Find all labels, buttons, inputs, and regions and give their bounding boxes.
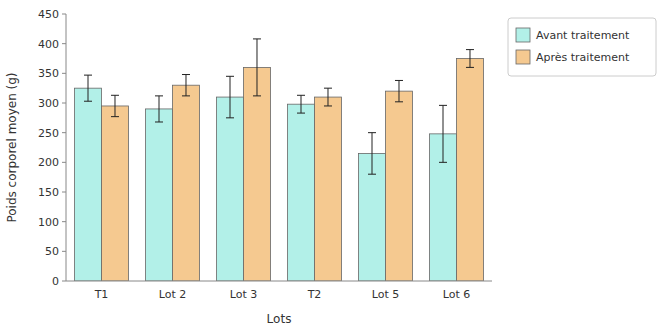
- bar: [102, 106, 129, 281]
- error-bar: [466, 50, 474, 68]
- bar: [217, 97, 244, 281]
- x-tick-label: T2: [307, 288, 322, 301]
- y-tick: [62, 221, 66, 222]
- error-bar: [253, 39, 261, 96]
- error-bar: [297, 95, 305, 113]
- y-tick-label: 400: [38, 38, 59, 51]
- x-axis-line: [66, 281, 492, 282]
- bar: [173, 85, 200, 281]
- y-tick: [62, 162, 66, 163]
- x-tick-label: Lot 5: [372, 288, 399, 301]
- x-tick-label: Lot 3: [230, 288, 257, 301]
- y-tick-label: 350: [38, 67, 59, 80]
- bar: [386, 91, 413, 281]
- y-tick: [62, 251, 66, 252]
- y-tick: [62, 43, 66, 44]
- bar: [315, 97, 342, 281]
- y-tick-label: 50: [45, 245, 59, 258]
- bars: [75, 39, 484, 281]
- bar: [75, 88, 102, 281]
- x-tick-label: T1: [94, 288, 109, 301]
- error-bar: [395, 80, 403, 101]
- y-tick-label: 100: [38, 216, 59, 229]
- legend-label: Après traitement: [536, 51, 630, 64]
- chart-svg: 0 50 100 150 200 250 300 350 400 450 T1 Lot 2 Lot 3 T…: [0, 0, 662, 333]
- error-bar: [368, 133, 376, 175]
- y-axis-label: Poids corporel moyen (g): [5, 72, 19, 222]
- y-tick: [62, 14, 66, 15]
- y-tick: [62, 103, 66, 104]
- y-tick-label: 250: [38, 127, 59, 140]
- legend-frame: [508, 18, 656, 76]
- legend-label: Avant traitement: [536, 29, 630, 42]
- error-bar: [182, 75, 190, 96]
- y-tick: [62, 192, 66, 193]
- error-bar: [155, 96, 163, 122]
- error-bar: [226, 76, 234, 118]
- legend: Avant traitement Après traitement: [508, 18, 656, 76]
- y-tick-label: 0: [52, 275, 59, 288]
- y-tick-label: 200: [38, 156, 59, 169]
- error-bar: [111, 95, 119, 116]
- error-bar: [324, 88, 332, 106]
- legend-swatch: [516, 50, 530, 64]
- y-tick: [62, 132, 66, 133]
- axes: 0 50 100 150 200 250 300 350 400 450 T1 Lot 2 Lot 3 T…: [38, 8, 492, 301]
- y-tick: [62, 73, 66, 74]
- bar: [244, 67, 271, 281]
- y-tick: [62, 281, 66, 282]
- x-tick-label: Lot 2: [159, 288, 186, 301]
- y-tick-label: 150: [38, 186, 59, 199]
- chart-container: 0 50 100 150 200 250 300 350 400 450 T1 Lot 2 Lot 3 T…: [0, 0, 662, 333]
- error-bar: [439, 105, 447, 162]
- x-axis-label: Lots: [267, 312, 292, 326]
- bar: [288, 104, 315, 281]
- error-bar: [84, 75, 92, 101]
- bar: [457, 59, 484, 282]
- legend-swatch: [516, 28, 530, 42]
- y-axis-line: [66, 14, 67, 281]
- bar: [146, 109, 173, 281]
- x-tick-label: Lot 6: [443, 288, 470, 301]
- y-tick-label: 450: [38, 8, 59, 21]
- y-tick-label: 300: [38, 97, 59, 110]
